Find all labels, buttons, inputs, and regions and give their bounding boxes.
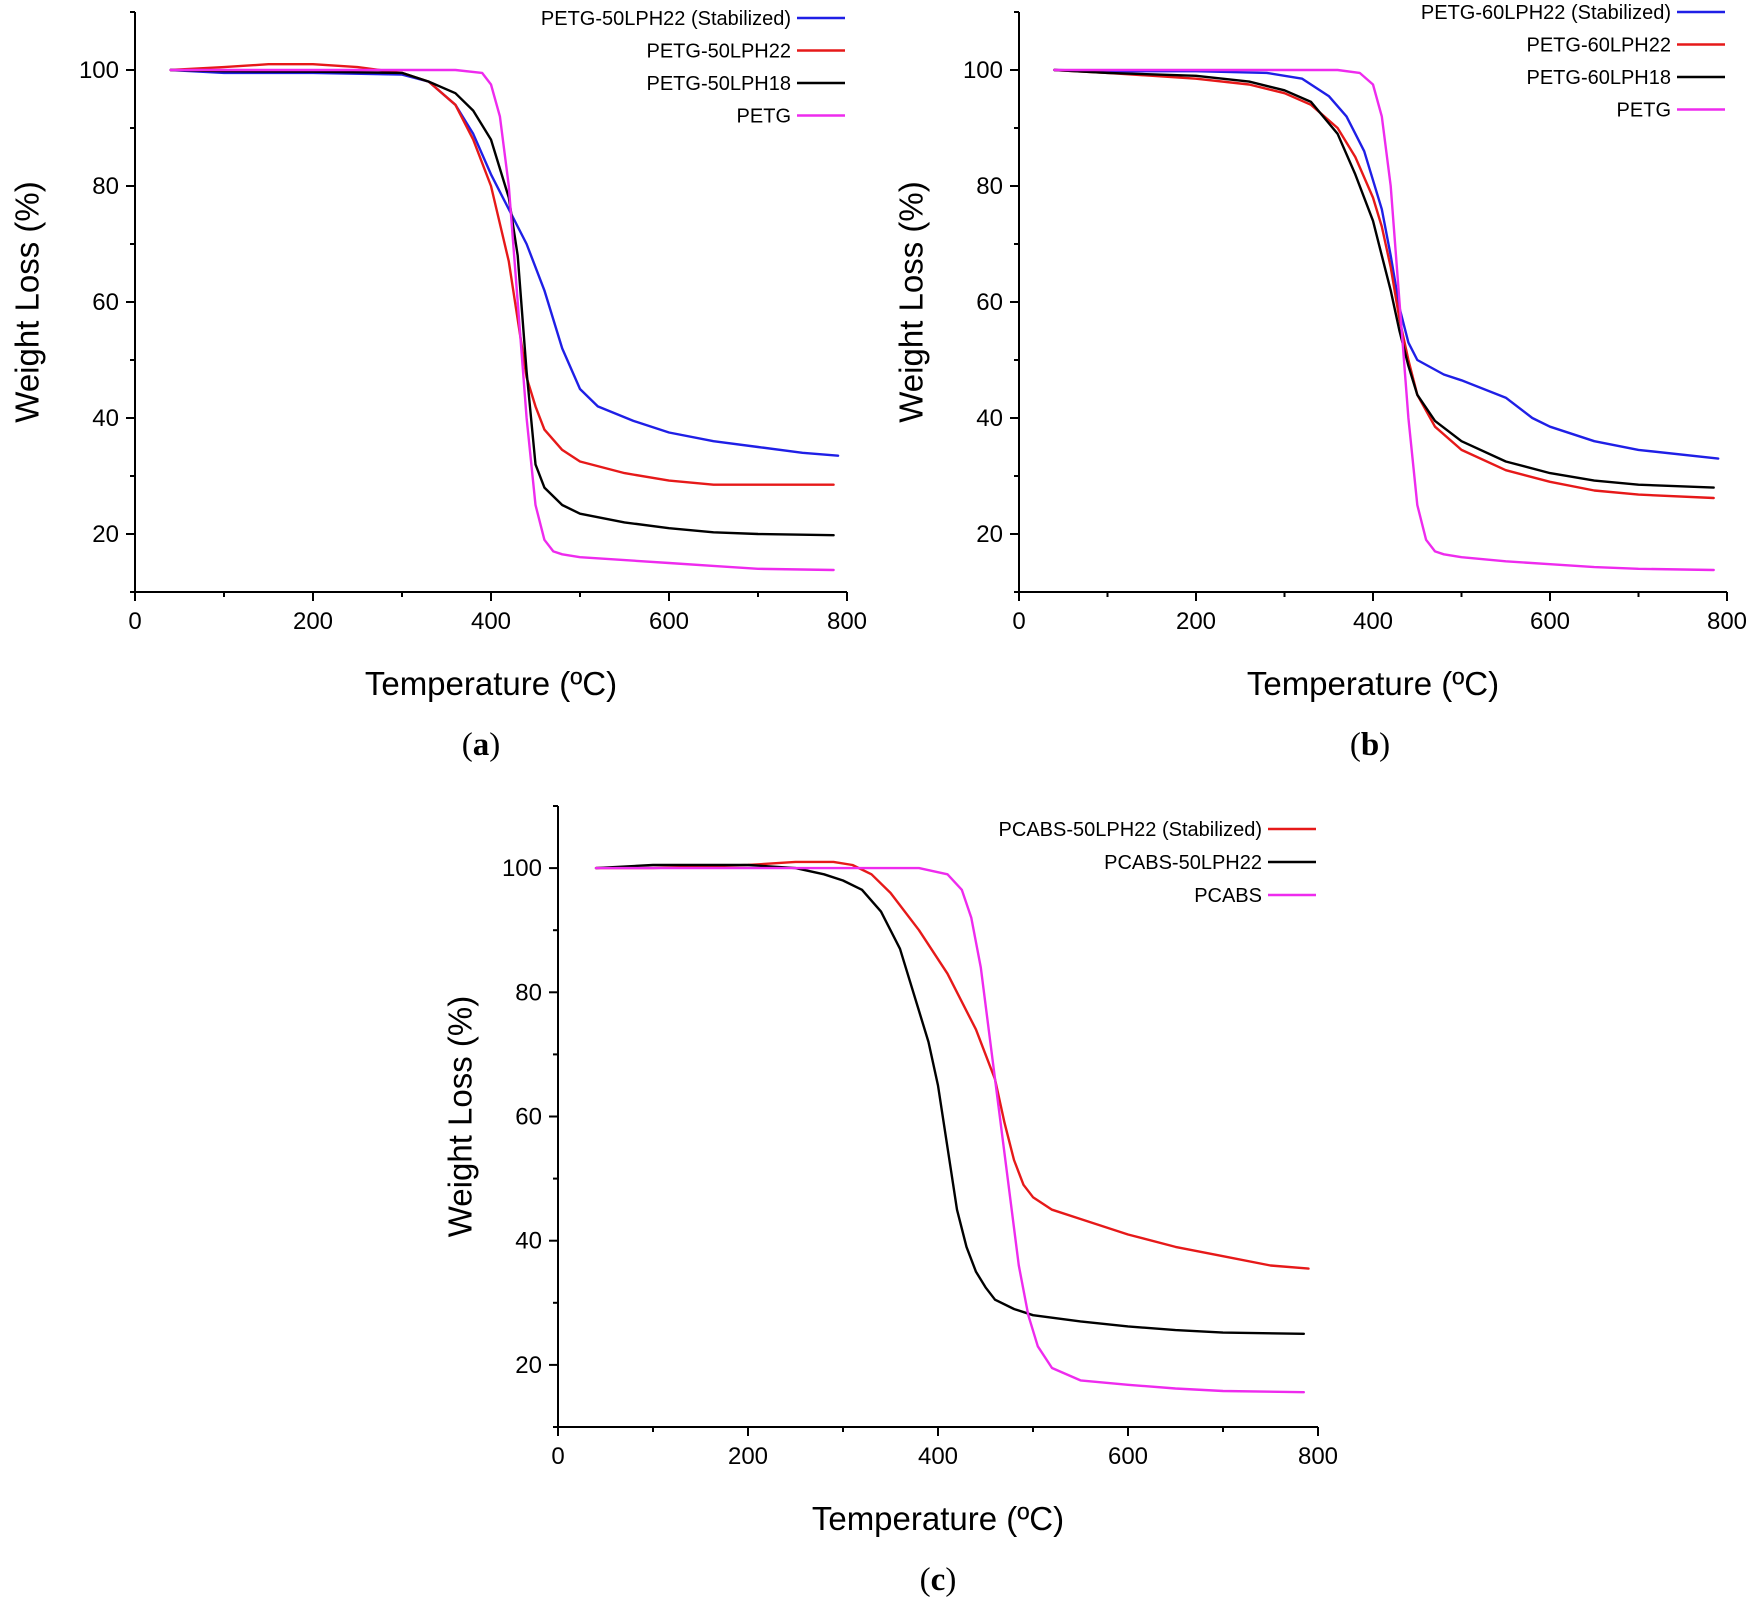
legend-label: PCABS-50LPH22 (1104, 852, 1262, 874)
x-tick-label: 800 (1707, 608, 1747, 635)
y-tick-label: 40 (92, 405, 119, 432)
x-tick-label: 0 (1012, 608, 1025, 635)
x-tick-label: 200 (1176, 608, 1216, 635)
y-tick-label: 80 (976, 173, 1003, 200)
x-axis-title: Temperature (ºC) (365, 665, 617, 702)
x-tick-label: 200 (728, 1443, 768, 1470)
x-tick-label: 200 (293, 608, 333, 635)
series-line (1053, 68, 1715, 572)
legend-label: PCABS (1194, 885, 1262, 907)
panel-letter: c (931, 1562, 946, 1598)
legend-label: PETG-60LPH22 (Stabilized) (1421, 2, 1671, 24)
panel-label: (a) (462, 727, 501, 763)
legend-label: PETG-50LPH22 (646, 41, 791, 63)
panel-label: (b) (1350, 727, 1390, 763)
panel-letter: a (473, 727, 490, 763)
x-tick-label: 600 (649, 608, 689, 635)
legend-label: PETG-60LPH18 (1526, 67, 1671, 89)
x-tick-label: 800 (1298, 1443, 1338, 1470)
x-tick-label: 600 (1530, 608, 1570, 635)
y-tick-label: 40 (976, 405, 1003, 432)
x-tick-label: 400 (918, 1443, 958, 1470)
y-axis-title: Weight Loss (%) (893, 181, 930, 422)
panel-b: 0 200 400 600 800 20 40 60 80 100 Temperature (ºC)… (893, 2, 1747, 763)
series-line (1053, 68, 1715, 489)
series-line (594, 860, 1310, 1270)
series-line (169, 68, 835, 572)
series-line (169, 68, 835, 537)
y-tick-label: 60 (976, 289, 1003, 316)
series-line (169, 63, 835, 486)
legend-label: PETG-50LPH22 (Stabilized) (541, 8, 791, 30)
series-line (594, 863, 1305, 1335)
y-tick-label: 80 (515, 979, 542, 1006)
panel-letter: b (1361, 727, 1379, 763)
x-tick-label: 600 (1108, 1443, 1148, 1470)
x-tick-label: 0 (551, 1443, 564, 1470)
legend-label: PETG (737, 106, 791, 128)
legend-label: PCABS-50LPH22 (Stabilized) (999, 819, 1262, 841)
y-tick-label: 60 (92, 289, 119, 316)
x-axis-title: Temperature (ºC) (812, 1500, 1064, 1537)
x-tick-label: 400 (1353, 608, 1393, 635)
series-line (169, 68, 840, 457)
y-tick-label: 80 (92, 173, 119, 200)
legend-label: PETG (1617, 100, 1671, 122)
y-tick-label: 40 (515, 1228, 542, 1255)
series-line (1053, 68, 1715, 500)
y-tick-label: 20 (976, 521, 1003, 548)
y-tick-label: 100 (963, 57, 1003, 84)
y-tick-label: 100 (79, 57, 119, 84)
y-tick-label: 100 (502, 855, 542, 882)
y-axis-title: Weight Loss (%) (442, 996, 479, 1237)
panel-label: (c) (920, 1562, 957, 1598)
y-axis-title: Weight Loss (%) (9, 181, 46, 422)
legend-label: PETG-50LPH18 (646, 73, 791, 95)
x-axis-title: Temperature (ºC) (1247, 665, 1499, 702)
series-line (594, 866, 1305, 1394)
x-tick-label: 400 (471, 608, 511, 635)
x-tick-label: 0 (128, 608, 141, 635)
x-tick-label: 800 (827, 608, 867, 635)
series-line (1053, 68, 1720, 460)
y-tick-label: 20 (92, 521, 119, 548)
panel-a: 0 200 400 600 800 20 40 60 80 100 Temperature (ºC)… (9, 8, 867, 763)
panel-c: 0 200 400 600 800 20 40 60 80 100 Temperature (ºC)… (442, 805, 1338, 1598)
legend-label: PETG-60LPH22 (1526, 35, 1671, 57)
y-tick-label: 60 (515, 1104, 542, 1131)
y-tick-label: 20 (515, 1352, 542, 1379)
